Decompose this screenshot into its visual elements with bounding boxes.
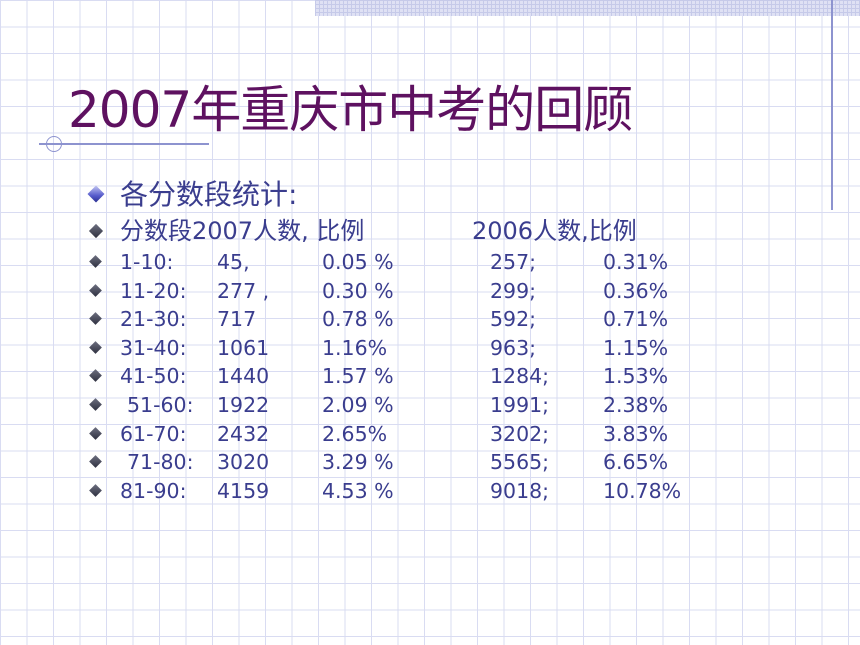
cell-count-2007: 1440 [217,364,270,389]
diamond-bullet-icon [89,255,102,268]
diamond-bullet-icon [89,312,102,326]
cell-count-2007: 1922 [217,392,270,417]
header-right-text: 2006人数,比例 [472,217,637,245]
cell-pct-2007: 2.09 % [322,392,394,417]
subheading-text: 各分数段统计: [120,178,298,211]
cell-count-2006: 5565; [490,450,550,475]
cell-pct-2006: 0.36% [603,278,669,303]
cell-count-2007: 1061 [217,335,270,360]
diamond-bullet-icon [89,283,102,297]
cell-pct-2006: 6.65% [603,450,669,475]
cell-pct-2006: 1.15% [603,335,669,360]
decorative-circle [46,136,62,152]
cell-pct-2007: 2.65% [322,421,388,446]
cell-count-2006: 3202; [490,421,550,446]
diamond-bullet-icon [89,483,102,497]
cell-count-2006: 1991; [490,392,550,417]
cell-count-2007: 4159 [217,478,270,503]
slide-title: 2007年重庆市中考的回顾 [68,81,633,139]
decorative-vertical-line [831,0,833,210]
diamond-bullet-icon [89,426,102,440]
cell-range: 61-70: [120,421,187,446]
cell-count-2006: 257; [490,250,537,274]
diamond-bullet-icon [89,455,102,469]
cell-pct-2007: 0.30 % [322,278,394,303]
cell-pct-2006: 2.38% [603,392,669,417]
cell-pct-2007: 0.05 % [322,250,394,274]
cell-pct-2006: 0.71% [603,307,669,332]
diamond-bullet-icon [89,398,102,411]
diamond-bullet-icon [89,340,102,354]
cell-range: 71-80: [127,450,194,475]
cell-pct-2006: 1.53% [603,364,669,389]
cell-count-2007: 277 , [217,278,270,303]
cell-range: 1-10: [120,250,174,274]
decorative-horizontal-line [39,143,209,145]
cell-count-2006: 963; [490,335,537,360]
cell-range: 81-90: [120,478,187,503]
cell-count-2007: 2432 [217,421,270,446]
cell-count-2006: 1284; [490,364,550,389]
diamond-bullet-icon [87,185,105,203]
header-left-text: 分数段2007人数, 比例 [120,217,365,245]
cell-count-2006: 299; [490,278,537,303]
cell-pct-2006: 0.31% [603,250,669,274]
cell-pct-2006: 3.83% [603,421,669,446]
cell-pct-2007: 1.16% [322,335,388,360]
cell-count-2007: 717 [217,307,257,332]
diamond-bullet-icon [88,223,104,239]
cell-count-2007: 3020 [217,450,270,475]
cell-range: 31-40: [120,335,187,360]
cell-count-2007: 45, [217,250,250,274]
cell-range: 11-20: [120,278,187,303]
cell-range: 41-50: [120,364,187,389]
cell-pct-2007: 1.57 % [322,364,394,389]
cell-pct-2007: 0.78 % [322,307,394,332]
cell-pct-2007: 4.53 % [322,478,394,503]
cell-range: 51-60: [127,392,194,417]
cell-pct-2006: 10.78% [603,478,682,503]
cell-range: 21-30: [120,307,187,332]
cell-pct-2007: 3.29 % [322,450,394,475]
top-decorative-band [315,0,860,16]
cell-count-2006: 592; [490,307,537,332]
diamond-bullet-icon [89,369,102,383]
cell-count-2006: 9018; [490,478,550,503]
